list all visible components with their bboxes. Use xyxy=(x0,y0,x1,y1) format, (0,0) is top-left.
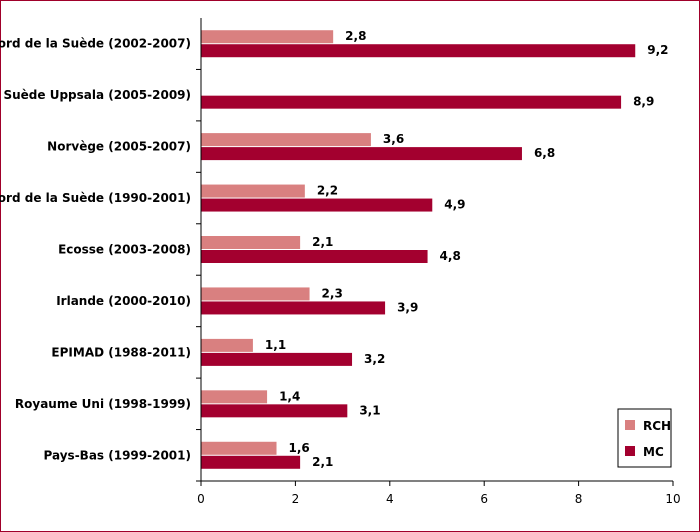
bar-rch xyxy=(201,390,268,404)
bars-group xyxy=(201,30,636,469)
bar-rch xyxy=(201,338,253,352)
value-label-mc: 9,2 xyxy=(647,43,668,57)
value-label-rch: 2,8 xyxy=(345,29,366,43)
bar-mc xyxy=(201,147,522,161)
value-label-mc: 3,2 xyxy=(364,352,385,366)
x-tick-label: 4 xyxy=(386,492,394,506)
category-label: EPIMAD (1988-2011) xyxy=(51,345,191,359)
bar-mc xyxy=(201,404,348,418)
bar-rch xyxy=(201,287,310,301)
bar-mc xyxy=(201,352,353,366)
value-label-rch: 2,2 xyxy=(317,184,338,198)
value-label-mc: 8,9 xyxy=(633,95,654,109)
bar-rch xyxy=(201,236,301,249)
category-labels: Nord de la Suède (2002-2007) Suède Uppsal… xyxy=(0,37,191,463)
legend: RCH MC xyxy=(617,408,672,468)
bar-mc xyxy=(201,44,636,58)
category-label: Norvège (2005-2007) xyxy=(47,140,191,154)
bar-mc xyxy=(201,455,301,469)
bar-rch xyxy=(201,441,277,455)
value-label-mc: 2,1 xyxy=(312,455,333,469)
bar-rch xyxy=(201,184,305,198)
value-label-mc: 4,9 xyxy=(444,198,465,212)
x-tick-label: 0 xyxy=(197,492,205,506)
x-tick-label: 2 xyxy=(292,492,300,506)
axes-group: 0 2 4 6 8 10 xyxy=(196,18,681,506)
legend-label-rch: RCH xyxy=(643,419,671,433)
legend-label-mc: MC xyxy=(643,445,664,459)
category-label: Ecosse (2003-2008) xyxy=(58,243,191,257)
bar-mc xyxy=(201,95,622,109)
value-label-rch: 1,4 xyxy=(279,389,300,403)
legend-swatch-mc xyxy=(625,446,635,456)
value-label-mc: 6,8 xyxy=(534,146,555,160)
legend-swatch-rch xyxy=(625,420,635,430)
legend-box xyxy=(617,408,672,468)
value-labels: 2,8 9,2 8,9 3,6 6,8 2,2 4,9 2,1 4,8 2,3 3,9 1,1 3,2 1… xyxy=(265,29,669,469)
category-label: Royaume Uni (1998-1999) xyxy=(15,397,191,411)
category-label: Nord de la Suède (1990-2001) xyxy=(0,191,191,205)
value-label-mc: 3,9 xyxy=(397,300,418,314)
bar-mc xyxy=(201,250,428,263)
category-label: Pays-Bas (1999-2001) xyxy=(44,448,191,462)
x-tick-label: 6 xyxy=(480,492,488,506)
bar-rch xyxy=(201,133,371,147)
category-label: Suède Uppsala (2005-2009) xyxy=(3,88,191,102)
category-label: Irlande (2000-2010) xyxy=(56,294,191,308)
bar-mc xyxy=(201,301,386,315)
value-label-rch: 2,1 xyxy=(312,235,333,249)
x-tick-label: 8 xyxy=(575,492,583,506)
value-label-rch: 1,1 xyxy=(265,338,286,352)
value-label-rch: 1,6 xyxy=(289,441,310,455)
value-label-mc: 3,1 xyxy=(359,403,380,417)
bar-mc xyxy=(201,198,433,212)
value-label-rch: 3,6 xyxy=(383,132,404,146)
category-label: Nord de la Suède (2002-2007) xyxy=(0,37,191,51)
value-label-mc: 4,8 xyxy=(440,249,461,263)
bar-rch xyxy=(201,30,334,44)
value-label-rch: 2,3 xyxy=(322,286,343,300)
x-tick-label: 10 xyxy=(665,492,680,506)
